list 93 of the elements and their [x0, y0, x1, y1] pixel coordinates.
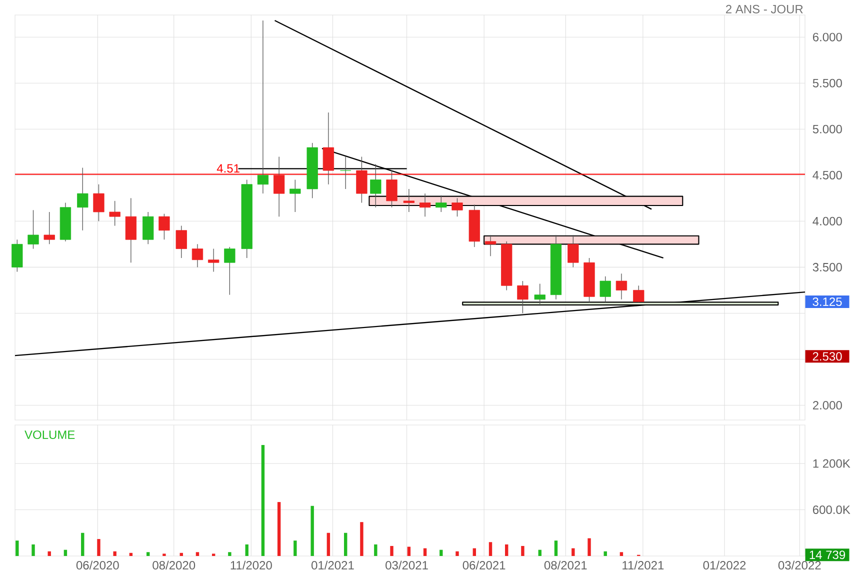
bar — [97, 539, 100, 556]
x-tick-label: 01/2022 — [703, 560, 746, 570]
y-tick-label: 600.0K — [812, 505, 850, 514]
candlestick — [125, 198, 136, 263]
x-tick-label: 06/2021 — [462, 560, 506, 570]
bar — [146, 552, 150, 556]
candlestick — [158, 213, 170, 240]
candlestick — [340, 156, 352, 190]
bar — [456, 551, 459, 556]
candlestick — [517, 280, 528, 314]
candlestick — [176, 225, 187, 258]
candlestick — [600, 276, 611, 302]
bar — [228, 552, 232, 556]
x-tick-label: 11/2020 — [230, 560, 272, 570]
text: 3.125 — [812, 297, 842, 306]
candlestick — [616, 273, 628, 300]
bar — [407, 546, 411, 556]
candlestick — [224, 246, 236, 296]
bar — [113, 551, 116, 556]
bar — [472, 548, 476, 556]
bar — [294, 540, 297, 556]
bar — [245, 544, 248, 556]
bar — [554, 540, 558, 556]
text: 2.530 — [812, 352, 842, 361]
candlestick — [192, 244, 204, 268]
y-tick-label: 4.500 — [812, 170, 842, 180]
bar — [32, 544, 35, 556]
bar — [620, 552, 624, 556]
candlestick — [356, 156, 368, 204]
y-tick-label: 4.000 — [812, 216, 842, 226]
bar — [390, 546, 394, 556]
bar — [16, 540, 19, 556]
x-tick-label: 06/2020 — [76, 560, 119, 570]
x-tick-label: 03/2021 — [386, 560, 428, 570]
candlestick — [370, 164, 382, 208]
candlestick — [322, 112, 334, 185]
candlestick — [290, 179, 301, 212]
x-tick-label: 08/2021 — [544, 560, 587, 570]
text: 14 739 — [810, 550, 846, 560]
bar — [261, 445, 265, 556]
bar — [48, 551, 51, 556]
candlestick — [28, 210, 39, 250]
bar — [180, 552, 183, 556]
y-tick-label: 5.500 — [812, 78, 842, 88]
bar — [423, 548, 427, 556]
candlestick — [419, 193, 431, 217]
candlestick — [568, 234, 579, 268]
y-tick-label: 6.000 — [812, 32, 842, 42]
candlestick — [12, 239, 23, 272]
text: 2 ANS - JOUR — [726, 4, 803, 14]
bar — [64, 550, 68, 556]
bar — [521, 546, 524, 556]
candlestick — [633, 285, 644, 302]
candlestick — [257, 20, 269, 194]
bar — [374, 544, 378, 556]
candlestick — [273, 156, 285, 217]
bar — [572, 548, 575, 556]
candlestick — [386, 170, 398, 208]
candlestick — [44, 212, 55, 245]
bar — [505, 544, 508, 556]
x-tick-label: 11/2021 — [622, 560, 664, 570]
candlestick — [109, 200, 120, 226]
y-tick-label: 1 200K — [813, 459, 850, 468]
candlestick — [484, 234, 496, 256]
candlestick — [452, 198, 463, 217]
bar — [310, 506, 314, 556]
y-axis-title: VOLUME — [24, 430, 75, 440]
candlestick — [436, 195, 447, 212]
candlestick — [93, 184, 104, 222]
candlestick — [77, 167, 88, 231]
bar — [604, 551, 607, 556]
bar — [129, 552, 133, 556]
bar — [277, 502, 281, 556]
candlestick — [208, 248, 220, 272]
bar — [488, 542, 492, 556]
x-tick-label: 03/2022 — [778, 560, 821, 570]
x-tick-label: 08/2020 — [152, 560, 196, 570]
bar — [81, 532, 84, 556]
candlestick — [403, 188, 414, 212]
candlestick — [142, 212, 154, 245]
y-tick-label: 5.000 — [812, 124, 842, 134]
bar — [360, 522, 364, 556]
bar — [344, 532, 348, 556]
bar — [538, 550, 542, 556]
bar — [440, 550, 443, 556]
bar — [588, 538, 591, 556]
ref-line-label: 4.51 — [216, 164, 240, 173]
y-tick-label: 2.000 — [812, 401, 842, 410]
bar — [326, 532, 330, 556]
x-tick-label: 01/2021 — [311, 560, 354, 570]
bar — [196, 552, 200, 556]
candlestick — [534, 283, 546, 304]
y-tick-label: 3.500 — [812, 262, 842, 272]
